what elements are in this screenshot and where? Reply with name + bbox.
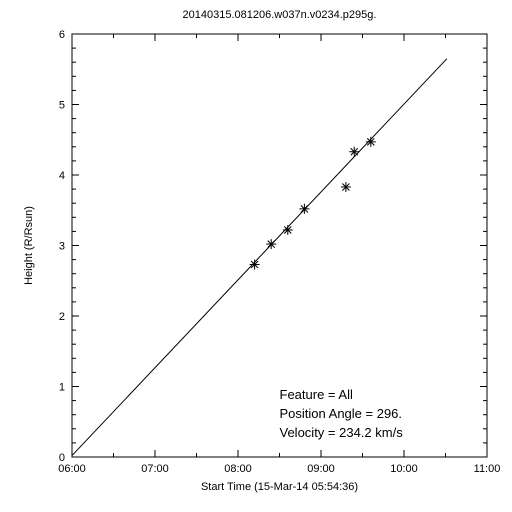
x-tick-label: 09:00 bbox=[307, 463, 335, 475]
y-tick-label: 4 bbox=[59, 170, 65, 182]
data-point bbox=[250, 260, 260, 270]
x-tick-label: 10:00 bbox=[390, 463, 418, 475]
x-tick-label: 07:00 bbox=[141, 463, 169, 475]
x-tick-label: 08:00 bbox=[224, 463, 252, 475]
plot-bg bbox=[0, 0, 512, 512]
x-tick-label: 11:00 bbox=[474, 463, 501, 475]
y-tick-label: 3 bbox=[59, 241, 65, 253]
annotation-position-angle: Position Angle = 296. bbox=[280, 406, 403, 421]
data-point bbox=[349, 147, 359, 157]
x-tick-label: 06:00 bbox=[58, 463, 86, 475]
y-axis-label: Height (R/Rsun) bbox=[23, 206, 35, 285]
x-axis-label: Start Time (15-Mar-14 05:54:36) bbox=[201, 481, 358, 493]
y-tick-label: 2 bbox=[59, 311, 65, 323]
y-tick-label: 1 bbox=[59, 382, 65, 394]
data-point bbox=[266, 239, 276, 249]
annotation-velocity: Velocity = 234.2 km/s bbox=[280, 425, 404, 440]
chart-title: 20140315.081206.w037n.v0234.p295g. bbox=[183, 9, 377, 21]
height-time-chart: 06:00 07:00 08:00 09:00 10:00 11:00 0 1 2 3 4 5 6 201… bbox=[0, 0, 512, 512]
data-point bbox=[341, 182, 351, 192]
data-point bbox=[299, 204, 309, 214]
data-point bbox=[283, 225, 293, 235]
y-tick-label: 6 bbox=[59, 29, 65, 41]
data-point bbox=[366, 137, 376, 147]
y-tick-label: 5 bbox=[59, 100, 65, 112]
y-tick-label: 0 bbox=[59, 452, 65, 464]
annotation-feature: Feature = All bbox=[280, 387, 353, 402]
